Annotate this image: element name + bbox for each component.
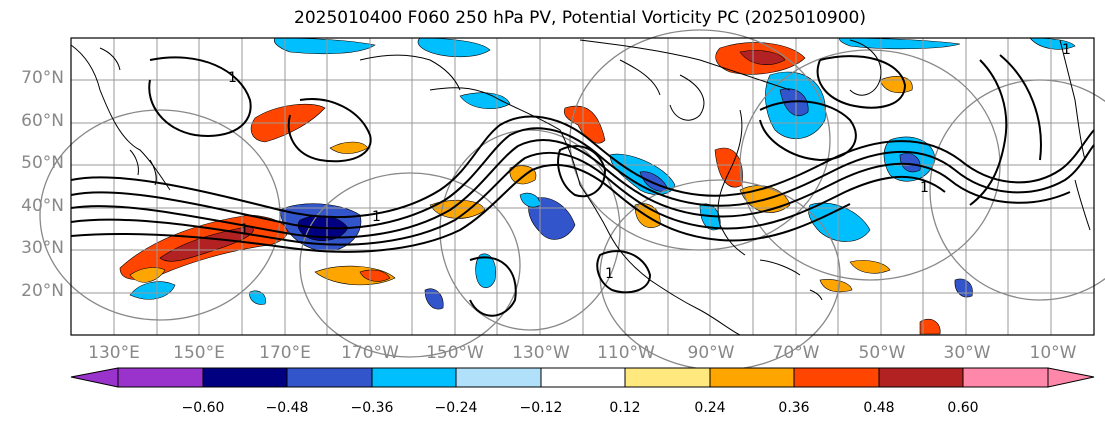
colorbar-segment bbox=[286, 367, 373, 388]
colorbar-segment bbox=[793, 367, 880, 388]
pv-contour bbox=[70, 163, 851, 253]
colorbar-tick-label: 0.36 bbox=[778, 400, 810, 416]
lon-label: 170°W bbox=[341, 343, 399, 363]
pv-contour bbox=[999, 54, 1042, 161]
lon-label: 150°W bbox=[426, 343, 484, 363]
negative-pv-patch bbox=[424, 288, 444, 310]
pv-contour bbox=[557, 145, 607, 198]
lon-label: 10°W bbox=[1029, 343, 1077, 363]
lon-label: 30°W bbox=[943, 343, 991, 363]
colorbar-tick-label: −0.48 bbox=[265, 400, 309, 416]
lon-label: 170°E bbox=[259, 343, 311, 363]
coastline-hudson bbox=[669, 74, 705, 121]
positive-pv-patch bbox=[129, 267, 166, 283]
map-frame bbox=[70, 37, 1095, 336]
colorbar-tick-label: 0.24 bbox=[694, 400, 726, 416]
range-circles bbox=[39, 29, 1105, 371]
lat-lon-grid bbox=[70, 38, 1094, 335]
negative-pv-patch bbox=[273, 37, 376, 55]
coastline-north-america bbox=[429, 87, 741, 336]
colorbar bbox=[70, 367, 1095, 388]
colorbar-segment bbox=[202, 367, 288, 388]
lat-label: 70°N bbox=[21, 68, 64, 88]
lat-label: 40°N bbox=[21, 196, 64, 216]
lon-label: 70°W bbox=[772, 343, 820, 363]
contour-label: 1 bbox=[372, 209, 381, 225]
negative-pv-patch bbox=[417, 37, 491, 58]
coastline-greenland bbox=[849, 39, 882, 96]
lon-label: 130°W bbox=[512, 343, 570, 363]
pv-contour bbox=[70, 139, 1071, 239]
map-title: 2025010400 F060 250 hPa PV, Potential Vo… bbox=[294, 8, 866, 28]
lon-label: 50°W bbox=[858, 343, 906, 363]
pv-contours bbox=[70, 54, 1095, 317]
colorbar-segment bbox=[709, 367, 795, 388]
pv-contour bbox=[70, 127, 1095, 230]
contour-labels: 1 1 1 1 1 1 bbox=[228, 42, 1071, 282]
coastline-europe bbox=[1059, 39, 1091, 231]
contour-label: 1 bbox=[605, 266, 614, 282]
contour-label: 1 bbox=[240, 222, 249, 238]
negative-pv-patch bbox=[808, 202, 871, 242]
pv-contour bbox=[287, 98, 372, 163]
positive-pv-patch bbox=[819, 279, 853, 293]
coastline-canada-arctic bbox=[579, 39, 791, 96]
lon-label: 130°E bbox=[88, 343, 140, 363]
pv-contour bbox=[70, 151, 946, 246]
negative-pv-patch bbox=[129, 281, 176, 300]
coastline-caribbean bbox=[759, 259, 823, 301]
colorbar-segment bbox=[962, 367, 1049, 388]
positive-pv-patch bbox=[919, 318, 941, 335]
positive-pv-patch bbox=[739, 50, 786, 65]
colorbar-segment bbox=[624, 367, 711, 388]
negative-pv-patch bbox=[249, 290, 266, 305]
contour-label: 1 bbox=[1062, 42, 1071, 58]
lat-label: 60°N bbox=[21, 111, 64, 131]
lon-label: 110°W bbox=[597, 343, 655, 363]
lon-label: 150°E bbox=[173, 343, 225, 363]
positive-pv-patch bbox=[509, 165, 537, 185]
colorbar-segment bbox=[455, 367, 542, 388]
pv-contour bbox=[70, 115, 1095, 218]
pv-contour bbox=[596, 250, 652, 294]
contour-label: 1 bbox=[920, 180, 929, 196]
colorbar-segment bbox=[371, 367, 457, 388]
pv-contour bbox=[148, 56, 252, 137]
colorbar-segment bbox=[540, 367, 626, 388]
lon-label: 90°W bbox=[687, 343, 735, 363]
pv-contour bbox=[759, 100, 857, 162]
lat-label: 20°N bbox=[21, 281, 64, 301]
negative-pv-patch bbox=[954, 278, 973, 298]
colorbar-tick-label: 0.60 bbox=[947, 400, 979, 416]
positive-pv-patch bbox=[359, 269, 391, 282]
colorbar-tick-label: 0.48 bbox=[863, 400, 895, 416]
colorbar-segment bbox=[878, 367, 964, 388]
colorbar-extend-max bbox=[1047, 367, 1095, 388]
colorbar-tick-label: 0.12 bbox=[609, 400, 641, 416]
colorbar-tick-label: −0.12 bbox=[519, 400, 563, 416]
pv-contour bbox=[469, 256, 517, 317]
lat-label: 50°N bbox=[21, 153, 64, 173]
contour-label: 1 bbox=[228, 70, 237, 86]
lat-label: 30°N bbox=[21, 238, 64, 258]
colorbar-segment bbox=[117, 367, 204, 388]
pv-contour bbox=[816, 55, 907, 109]
colorbar-extend-min bbox=[70, 367, 119, 388]
coastline-alaska bbox=[359, 54, 461, 91]
colorbar-tick-label: −0.24 bbox=[434, 400, 478, 416]
colorbar-tick-label: −0.36 bbox=[350, 400, 394, 416]
positive-pv-patch bbox=[849, 260, 891, 274]
colorbar-tick-label: −0.60 bbox=[181, 400, 225, 416]
negative-pv-patch bbox=[839, 37, 961, 50]
pv-contour bbox=[969, 59, 1008, 206]
